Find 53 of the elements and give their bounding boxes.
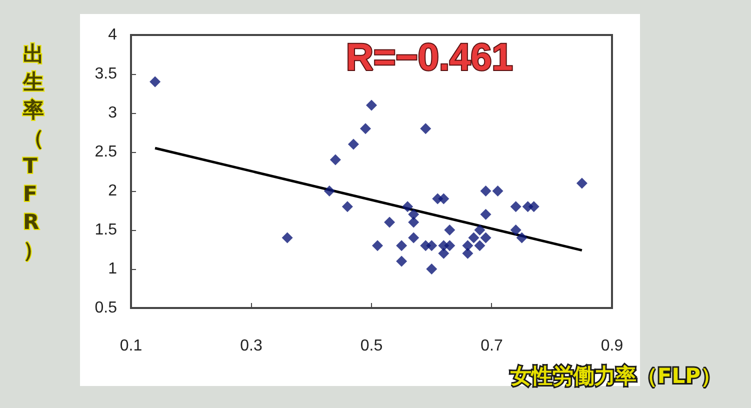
point xyxy=(444,224,456,236)
point xyxy=(462,240,474,252)
point xyxy=(510,201,522,212)
point xyxy=(372,240,384,252)
y-tick-label: 1.5 xyxy=(94,222,118,238)
annotation: R=−0.461 xyxy=(346,37,513,79)
point xyxy=(330,154,341,166)
x-tick-label: 0.7 xyxy=(480,338,503,354)
point xyxy=(528,201,540,212)
point xyxy=(420,123,432,134)
point xyxy=(282,232,293,244)
y-tick-label: 1 xyxy=(108,260,118,278)
y-axis-title: 出生率（TFR） xyxy=(22,42,44,262)
point xyxy=(510,224,522,236)
point xyxy=(426,240,438,252)
y-tick-label: 0.5 xyxy=(94,300,118,316)
point xyxy=(480,232,492,244)
point xyxy=(408,232,420,244)
point xyxy=(480,208,492,220)
point xyxy=(474,240,486,252)
point xyxy=(342,201,353,212)
point xyxy=(492,186,504,196)
point xyxy=(462,248,474,259)
point xyxy=(360,123,371,134)
point xyxy=(348,138,359,150)
point xyxy=(480,186,492,196)
point xyxy=(396,240,408,252)
x-tick-label: 0.5 xyxy=(360,338,383,354)
point xyxy=(576,178,588,189)
point xyxy=(366,100,377,111)
y-tick-label: 4 xyxy=(108,26,118,44)
point xyxy=(384,216,396,228)
point xyxy=(408,216,420,228)
point xyxy=(150,76,161,88)
y-tick-label: 3.5 xyxy=(94,66,118,82)
x-axis-title: 女性労働力率（FLP） xyxy=(509,364,722,388)
x-tick-label: 0.9 xyxy=(600,338,624,354)
point xyxy=(516,232,528,244)
x-tick-label: 0.1 xyxy=(120,338,142,354)
point xyxy=(474,224,486,236)
point xyxy=(426,264,438,274)
point xyxy=(438,248,450,259)
point xyxy=(408,208,420,220)
point xyxy=(438,193,450,204)
y-tick-label: 2.5 xyxy=(94,144,118,160)
point xyxy=(402,201,414,212)
point xyxy=(324,186,335,196)
y-tick-label: 2 xyxy=(108,182,118,200)
point xyxy=(468,232,480,244)
y-tick-label: 3 xyxy=(108,104,118,122)
point xyxy=(396,256,408,267)
point xyxy=(444,240,456,252)
x-tick-label: 0.3 xyxy=(240,338,262,354)
